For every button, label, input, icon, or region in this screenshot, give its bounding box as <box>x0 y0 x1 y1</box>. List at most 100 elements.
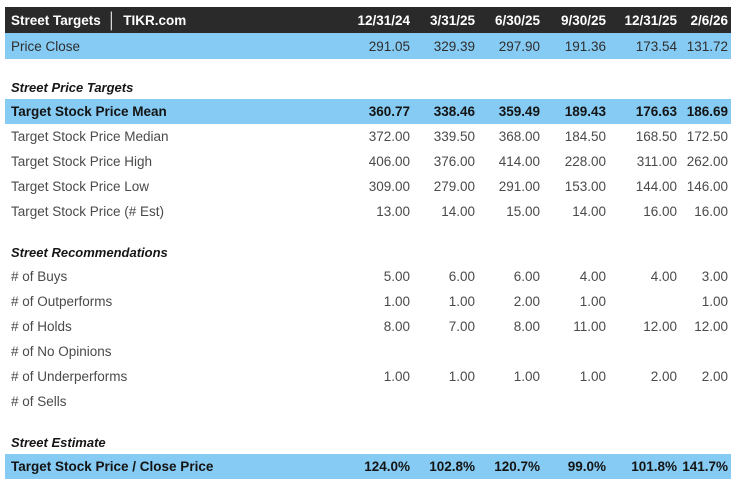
cell-value: 141.7% <box>680 454 731 479</box>
table-row: # of Buys 5.00 6.00 6.00 4.00 4.00 3.00 <box>5 264 731 289</box>
cell-value: 6.00 <box>448 269 475 284</box>
cell-value: 146.00 <box>686 179 728 194</box>
date-column-header: 6/30/25 <box>478 7 543 33</box>
row-label: Target Stock Price Mean <box>5 99 345 124</box>
cell-value: 186.69 <box>680 99 731 124</box>
cell-value: 5.00 <box>383 269 410 284</box>
cell-value: 8.00 <box>513 319 540 334</box>
cell-value <box>413 339 478 364</box>
cell-value: 99.0% <box>543 454 609 479</box>
cell-value: 406.00 <box>368 154 410 169</box>
cell-value: 102.8% <box>413 454 478 479</box>
cell-value: 339.50 <box>433 129 475 144</box>
cell-value: 6.00 <box>513 269 540 284</box>
cell-value <box>609 289 680 314</box>
table-row: Target Stock Price Low 309.00 279.00 291.00… <box>5 174 731 199</box>
cell-value: 1.00 <box>701 294 728 309</box>
row-label: Target Stock Price Low <box>11 179 150 194</box>
table-body: Price Close 291.05 329.39 297.90 191.36 173.5… <box>5 33 731 479</box>
cell-value: 168.50 <box>635 129 677 144</box>
cell-value: 1.00 <box>383 294 410 309</box>
cell-value: 15.00 <box>506 204 540 219</box>
cell-value: 101.8% <box>609 454 680 479</box>
cell-value: 309.00 <box>368 179 410 194</box>
cell-value: 13.00 <box>376 204 410 219</box>
cell-value: 191.36 <box>543 33 609 59</box>
cell-value: 3.00 <box>701 269 728 284</box>
cell-value: 153.00 <box>564 179 606 194</box>
cell-value: 8.00 <box>383 319 410 334</box>
date-column-header: 12/31/24 <box>345 7 413 33</box>
table-row: Target Stock Price (# Est) 13.00 14.00 15.0… <box>5 199 731 224</box>
table-title-right: TIKR.com <box>123 12 187 28</box>
cell-value: 14.00 <box>441 204 475 219</box>
spacer <box>5 414 731 431</box>
cell-value: 14.00 <box>572 204 606 219</box>
row-label: Target Stock Price High <box>11 154 153 169</box>
cell-value: 184.50 <box>564 129 606 144</box>
cell-value: 131.72 <box>680 33 731 59</box>
cell-value: 1.00 <box>513 369 540 384</box>
cell-value: 359.49 <box>478 99 543 124</box>
cell-value <box>543 389 609 414</box>
cell-value <box>680 339 731 364</box>
cell-value: 2.00 <box>650 369 677 384</box>
cell-value: 376.00 <box>433 154 475 169</box>
cell-value: 368.00 <box>498 129 540 144</box>
cell-value: 12.00 <box>643 319 677 334</box>
cell-value: 360.77 <box>345 99 413 124</box>
row-label: # of No Opinions <box>11 344 112 359</box>
cell-value <box>543 339 609 364</box>
cell-value: 120.7% <box>478 454 543 479</box>
table-row: Price Close 291.05 329.39 297.90 191.36 173.5… <box>5 33 731 59</box>
section-header-label: Street Estimate <box>11 435 106 450</box>
table-row: # of Outperforms 1.00 1.00 2.00 1.00 1.00 <box>5 289 731 314</box>
cell-value <box>609 339 680 364</box>
spacer <box>5 224 731 241</box>
cell-value: 173.54 <box>609 33 680 59</box>
cell-value: 1.00 <box>579 369 606 384</box>
cell-value: 4.00 <box>650 269 677 284</box>
cell-value: 297.90 <box>478 33 543 59</box>
cell-value: 1.00 <box>448 369 475 384</box>
cell-value: 311.00 <box>636 154 677 169</box>
spacer-row <box>5 414 731 431</box>
cell-value: 16.00 <box>643 204 677 219</box>
row-label: # of Outperforms <box>11 294 113 309</box>
cell-value <box>680 389 731 414</box>
cell-value: 176.63 <box>609 99 680 124</box>
table-row: # of No Opinions <box>5 339 731 364</box>
cell-value <box>609 389 680 414</box>
cell-value: 228.00 <box>564 154 606 169</box>
section-header-label: Street Recommendations <box>11 245 168 260</box>
cell-value: 2.00 <box>701 369 728 384</box>
cell-value: 414.00 <box>498 154 540 169</box>
table-row: Target Stock Price / Close Price 124.0% 10… <box>5 454 731 479</box>
cell-value <box>345 339 413 364</box>
cell-value: 279.00 <box>433 179 475 194</box>
cell-value: 372.00 <box>368 129 410 144</box>
cell-value <box>478 339 543 364</box>
row-label: # of Holds <box>11 319 72 334</box>
cell-value: 144.00 <box>635 179 677 194</box>
table-header-row: Street Targets │ TIKR.com 12/31/24 3/31/25 6… <box>5 7 731 33</box>
table-row: Target Stock Price Mean 360.77 338.46 359.4… <box>5 99 731 124</box>
section-header-row: Street Price Targets <box>5 76 731 99</box>
cell-value <box>413 389 478 414</box>
date-column-header: 2/6/26 <box>680 7 731 33</box>
table-row: # of Sells <box>5 389 731 414</box>
row-label: Target Stock Price / Close Price <box>5 454 345 479</box>
street-targets-table: Street Targets │ TIKR.com 12/31/24 3/31/25 6… <box>5 7 731 479</box>
title-separator-icon: │ <box>107 11 117 29</box>
table-row: # of Holds 8.00 7.00 8.00 11.00 12.00 12.00 <box>5 314 731 339</box>
cell-value: 172.50 <box>686 129 728 144</box>
row-label: # of Underperforms <box>11 369 128 384</box>
spacer-row <box>5 224 731 241</box>
cell-value <box>345 389 413 414</box>
spacer <box>5 59 731 76</box>
row-label: # of Buys <box>11 269 68 284</box>
section-header-row: Street Estimate <box>5 431 731 454</box>
cell-value <box>478 389 543 414</box>
table-row: Target Stock Price High 406.00 376.00 414.0… <box>5 149 731 174</box>
